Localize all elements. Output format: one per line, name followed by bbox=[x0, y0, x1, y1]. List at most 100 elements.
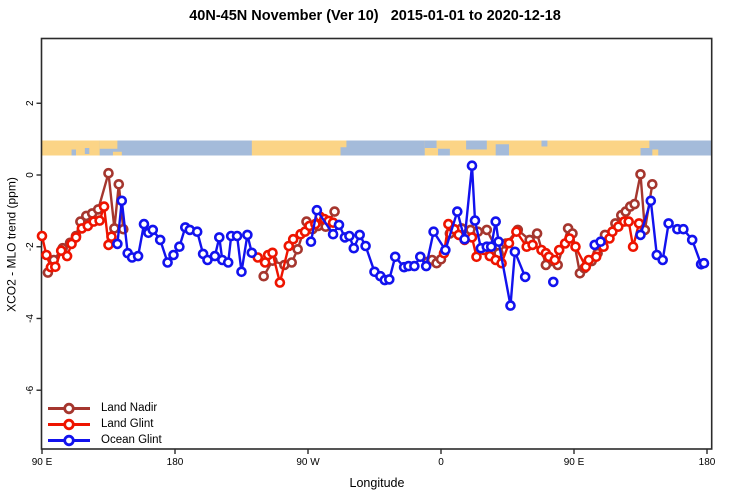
data-point bbox=[154, 234, 166, 246]
data-point bbox=[678, 223, 689, 235]
data-point bbox=[231, 230, 243, 242]
y-tick-label: -6 bbox=[25, 385, 36, 394]
data-point bbox=[505, 300, 516, 311]
data-point bbox=[420, 260, 432, 272]
data-point bbox=[629, 198, 640, 210]
data-point bbox=[519, 271, 531, 283]
data-point bbox=[214, 232, 225, 243]
data-point bbox=[440, 244, 451, 256]
data-point bbox=[595, 236, 606, 247]
data-point bbox=[570, 241, 581, 252]
legend: Land Nadir Land Glint Ocean Glint bbox=[46, 401, 162, 448]
data-point bbox=[348, 242, 360, 254]
data-point bbox=[287, 233, 299, 245]
y-tick-label: -2 bbox=[25, 242, 36, 251]
data-point bbox=[414, 251, 426, 263]
data-point bbox=[242, 229, 253, 241]
data-point bbox=[623, 216, 635, 227]
map-band-land bbox=[652, 149, 659, 156]
data-point bbox=[246, 247, 258, 259]
data-point bbox=[305, 236, 317, 247]
legend-item-land-glint: Land Glint bbox=[46, 417, 162, 432]
data-point bbox=[329, 206, 340, 217]
data-point bbox=[549, 254, 561, 266]
legend-label: Ocean Glint bbox=[101, 434, 162, 446]
data-point bbox=[451, 206, 463, 217]
data-point bbox=[540, 259, 552, 271]
data-point bbox=[327, 228, 339, 240]
data-point bbox=[61, 250, 73, 262]
y-tick-label: 2 bbox=[25, 100, 36, 106]
data-point bbox=[646, 179, 658, 190]
map-band-land bbox=[99, 140, 118, 149]
data-point bbox=[41, 249, 52, 261]
data-point bbox=[292, 244, 304, 255]
map-band-land bbox=[640, 140, 650, 148]
map-band-ocean bbox=[495, 144, 509, 156]
ocean-glint-symbol-icon bbox=[48, 434, 90, 447]
data-point bbox=[258, 270, 270, 282]
data-point bbox=[503, 237, 515, 249]
x-tick-label: 0 bbox=[438, 457, 444, 468]
map-band-land bbox=[251, 140, 341, 156]
data-point bbox=[360, 240, 371, 252]
data-point bbox=[344, 230, 355, 242]
data-point bbox=[109, 223, 120, 234]
map-band-ocean bbox=[438, 148, 450, 156]
data-point bbox=[113, 179, 125, 190]
data-point bbox=[70, 232, 82, 243]
data-point bbox=[493, 236, 504, 247]
data-point bbox=[147, 224, 159, 236]
data-point bbox=[553, 244, 565, 256]
data-point bbox=[635, 169, 646, 180]
data-point bbox=[564, 233, 575, 244]
data-point bbox=[354, 229, 366, 241]
data-point bbox=[267, 247, 278, 259]
series-land-glint bbox=[36, 201, 645, 288]
data-point bbox=[311, 204, 323, 216]
data-point bbox=[459, 233, 470, 245]
land-nadir-symbol-icon bbox=[48, 402, 90, 415]
data-point bbox=[481, 224, 493, 236]
chart-title: 40N-45N November (Ver 10) 2015-01-01 to … bbox=[189, 8, 561, 24]
data-point bbox=[633, 218, 645, 229]
data-point bbox=[116, 195, 128, 207]
data-point bbox=[36, 230, 48, 242]
x-axis: 90 E 180 90 W 0 90 E 180 bbox=[32, 449, 716, 468]
data-point bbox=[645, 195, 657, 207]
data-point bbox=[657, 254, 669, 266]
land-glint-symbol-icon bbox=[48, 418, 90, 431]
legend-item-ocean-glint: Ocean Glint bbox=[46, 433, 162, 448]
data-point bbox=[635, 229, 646, 241]
data-point bbox=[168, 249, 179, 261]
data-point bbox=[103, 239, 114, 251]
map-band-land bbox=[424, 140, 641, 156]
data-point bbox=[383, 274, 395, 285]
data-point bbox=[132, 250, 144, 262]
y-tick-label: -4 bbox=[25, 314, 36, 323]
data-point bbox=[469, 215, 481, 226]
map-band-ocean bbox=[466, 140, 487, 150]
legend-item-land-nadir: Land Nadir bbox=[46, 401, 162, 416]
data-point bbox=[138, 218, 150, 230]
x-tick-label: 90 E bbox=[564, 457, 585, 468]
data-point bbox=[222, 257, 234, 268]
map-band-ocean bbox=[541, 140, 548, 147]
data-point bbox=[590, 251, 602, 263]
data-point bbox=[191, 226, 203, 237]
data-point bbox=[409, 260, 420, 272]
x-axis-title: Longitude bbox=[349, 476, 405, 490]
data-point bbox=[531, 228, 543, 239]
data-point bbox=[98, 201, 110, 212]
data-point bbox=[471, 251, 482, 263]
data-point bbox=[286, 257, 298, 268]
x-tick-label: 180 bbox=[699, 457, 716, 468]
map-band-land bbox=[340, 140, 347, 148]
data-point bbox=[106, 231, 117, 242]
data-point bbox=[333, 219, 345, 231]
data-point bbox=[236, 266, 247, 278]
data-point bbox=[547, 276, 559, 288]
map-band-ocean bbox=[424, 140, 437, 148]
